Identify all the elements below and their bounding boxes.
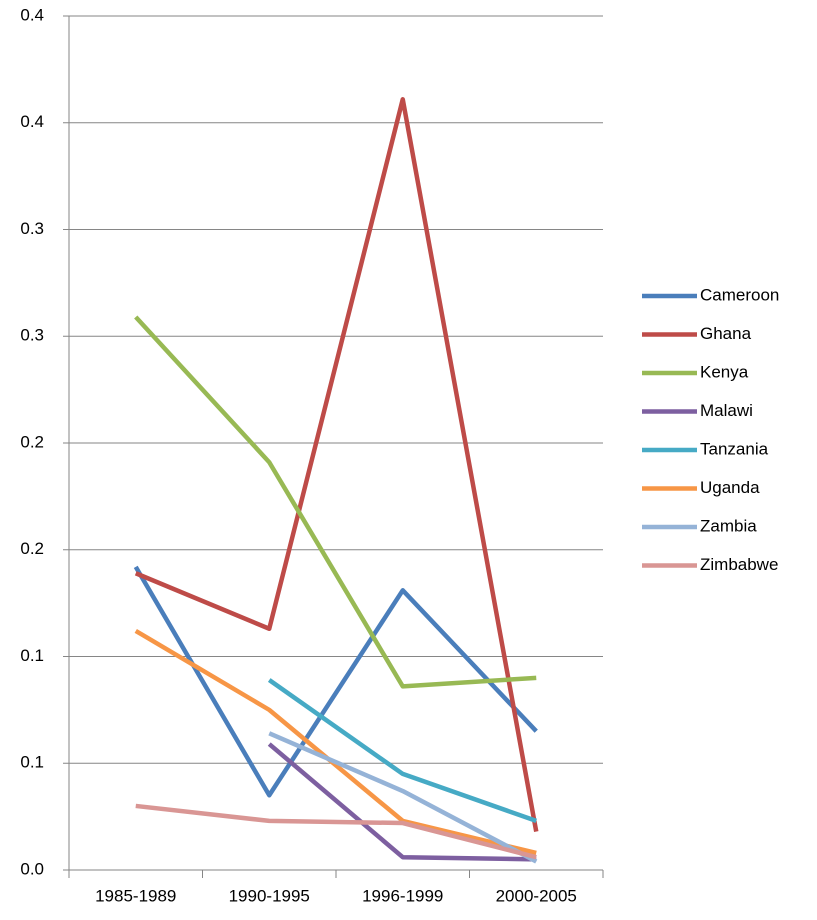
x-tick-label: 1985-1989 — [95, 886, 176, 905]
y-tick-label: 0.4 — [20, 112, 44, 131]
legend-label: Kenya — [700, 362, 749, 381]
legend-label: Malawi — [700, 401, 753, 420]
y-tick-label: 0.3 — [20, 219, 44, 238]
y-tick-label: 0.3 — [20, 326, 44, 345]
legend-label: Tanzania — [700, 439, 769, 458]
y-tick-label: 0.1 — [20, 646, 44, 665]
x-tick-label: 1990-1995 — [229, 886, 310, 905]
legend-label: Zambia — [700, 516, 757, 535]
y-tick-label: 0.1 — [20, 753, 44, 772]
series-line — [134, 628, 537, 856]
legend-label: Cameroon — [700, 285, 779, 304]
series-line — [268, 731, 538, 864]
series-line — [134, 315, 537, 689]
series-line — [135, 803, 537, 860]
series-line — [267, 742, 537, 862]
series-line — [267, 678, 537, 824]
x-tick-label: 2000-2005 — [496, 886, 577, 905]
y-tick-label: 0.0 — [20, 859, 44, 878]
series-line — [134, 97, 539, 832]
y-tick-label: 0.2 — [20, 539, 44, 558]
series-line — [133, 565, 538, 798]
x-tick-label: 1996-1999 — [362, 886, 443, 905]
legend-label: Ghana — [700, 324, 752, 343]
y-tick-label: 0.2 — [20, 432, 44, 451]
y-tick-label: 0.4 — [20, 5, 44, 24]
legend-label: Uganda — [700, 478, 760, 497]
legend-label: Zimbabwe — [700, 555, 778, 574]
